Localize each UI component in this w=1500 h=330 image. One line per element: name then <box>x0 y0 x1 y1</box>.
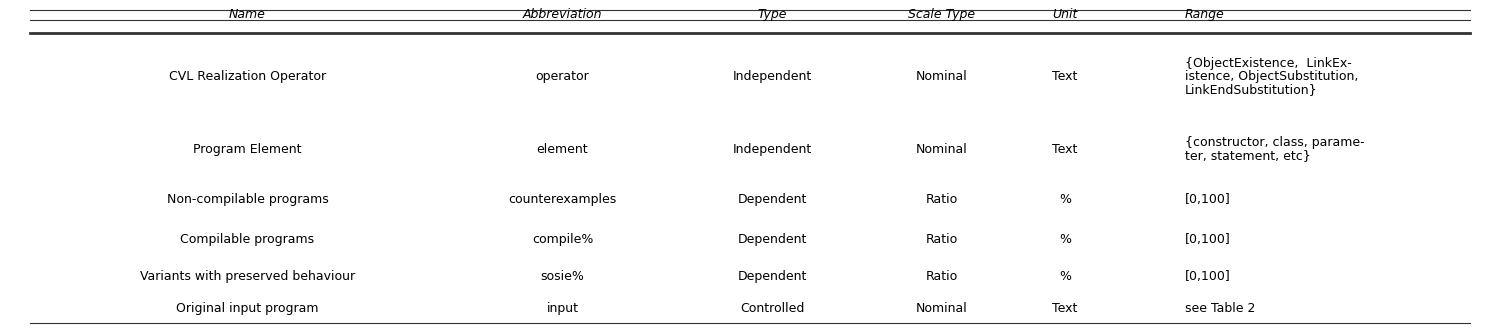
Text: [0,100]: [0,100] <box>1185 233 1230 246</box>
Text: [0,100]: [0,100] <box>1185 270 1230 283</box>
Text: {constructor, class, parame-: {constructor, class, parame- <box>1185 136 1365 149</box>
Text: Ratio: Ratio <box>926 270 958 283</box>
Text: [0,100]: [0,100] <box>1185 193 1230 206</box>
Text: see Table 2: see Table 2 <box>1185 302 1256 315</box>
Text: Type: Type <box>758 8 788 21</box>
Text: Dependent: Dependent <box>738 270 807 283</box>
Text: Independent: Independent <box>734 143 812 156</box>
Text: counterexamples: counterexamples <box>509 193 616 206</box>
Text: {ObjectExistence,  LinkEx-: {ObjectExistence, LinkEx- <box>1185 57 1352 70</box>
Text: Variants with preserved behaviour: Variants with preserved behaviour <box>140 270 356 283</box>
Text: Abbreviation: Abbreviation <box>522 8 602 21</box>
Text: Nominal: Nominal <box>916 302 968 315</box>
Text: Text: Text <box>1053 302 1077 315</box>
Text: Non-compilable programs: Non-compilable programs <box>166 193 328 206</box>
Text: Original input program: Original input program <box>177 302 318 315</box>
Text: %: % <box>1059 233 1071 246</box>
Text: Unit: Unit <box>1053 8 1077 21</box>
Text: CVL Realization Operator: CVL Realization Operator <box>170 70 326 83</box>
Text: Nominal: Nominal <box>916 70 968 83</box>
Text: Dependent: Dependent <box>738 193 807 206</box>
Text: Text: Text <box>1053 143 1077 156</box>
Text: operator: operator <box>536 70 590 83</box>
Text: Independent: Independent <box>734 70 812 83</box>
Text: Range: Range <box>1185 8 1224 21</box>
Text: Nominal: Nominal <box>916 143 968 156</box>
Text: Controlled: Controlled <box>741 302 804 315</box>
Text: input: input <box>546 302 579 315</box>
Text: Dependent: Dependent <box>738 233 807 246</box>
Text: Ratio: Ratio <box>926 193 958 206</box>
Text: Program Element: Program Element <box>194 143 302 156</box>
Text: sosie%: sosie% <box>540 270 585 283</box>
Text: istence, ObjectSubstitution,: istence, ObjectSubstitution, <box>1185 70 1359 83</box>
Text: LinkEndSubstitution}: LinkEndSubstitution} <box>1185 83 1317 96</box>
Text: Name: Name <box>230 8 266 21</box>
Text: element: element <box>537 143 588 156</box>
Text: compile%: compile% <box>532 233 592 246</box>
Text: %: % <box>1059 193 1071 206</box>
Text: Compilable programs: Compilable programs <box>180 233 315 246</box>
Text: %: % <box>1059 270 1071 283</box>
Text: Ratio: Ratio <box>926 233 958 246</box>
Text: Text: Text <box>1053 70 1077 83</box>
Text: ter, statement, etc}: ter, statement, etc} <box>1185 149 1311 162</box>
Text: Scale Type: Scale Type <box>909 8 975 21</box>
